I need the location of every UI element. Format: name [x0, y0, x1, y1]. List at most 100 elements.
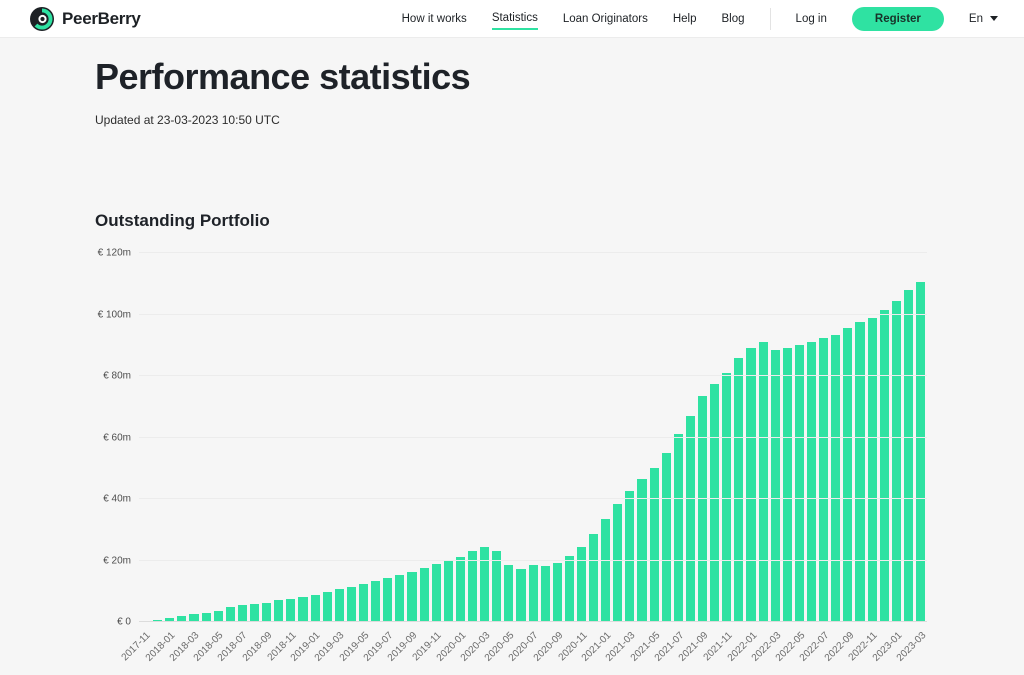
bar-2019-10: [419, 568, 429, 622]
bar-2023-02: [903, 289, 913, 622]
y-tick-label: € 80m: [103, 370, 131, 382]
bar-2020-01: [455, 557, 465, 622]
bar-2018-03: [189, 614, 199, 622]
bar-2021-08: [685, 415, 696, 622]
bar-2018-06: [225, 607, 235, 622]
bar-2020-11: [576, 546, 587, 622]
bar-2022-09: [843, 328, 853, 622]
nav-help[interactable]: Help: [672, 12, 697, 25]
gridline: [139, 621, 927, 622]
language-selector[interactable]: En: [969, 13, 998, 25]
bar-2019-11: [431, 564, 441, 622]
bar-2020-03: [480, 546, 490, 622]
brand[interactable]: PeerBerry: [30, 6, 141, 31]
bar-2022-03: [770, 349, 780, 622]
nav-divider: [769, 7, 771, 30]
bar-2019-12: [443, 560, 453, 622]
bar-2018-01: [165, 617, 175, 622]
gridline: [139, 375, 927, 376]
bar-2022-11: [867, 317, 877, 622]
bar-2021-03: [625, 491, 635, 622]
chevron-down-icon: [990, 16, 998, 21]
nav-how-it-works[interactable]: How it works: [401, 12, 467, 25]
bar-2022-08: [831, 334, 841, 622]
bar-2019-09: [407, 572, 417, 622]
content: Performance statistics Updated at 23-03-…: [0, 59, 1024, 674]
bar-2019-04: [346, 586, 356, 622]
y-tick-label: € 60m: [103, 432, 131, 443]
y-tick-label: € 20m: [103, 555, 131, 566]
y-tick-label: € 100m: [97, 309, 131, 320]
bar-2019-01: [310, 595, 320, 622]
updated-timestamp: Updated at 23-03-2023 10:50 UTC: [95, 113, 280, 127]
bar-2022-05: [794, 345, 805, 622]
bar-2018-08: [249, 603, 260, 622]
y-axis: € 0 € 20m € 40m € 60m € 80m € 100m € 120m: [95, 248, 139, 628]
bar-2021-11: [722, 372, 732, 622]
bar-2021-02: [613, 503, 623, 622]
bar-2021-01: [601, 519, 611, 622]
bar-2019-07: [383, 578, 393, 622]
bar-2020-06: [516, 569, 526, 622]
y-tick-label: € 0: [117, 616, 131, 628]
bar-2021-07: [673, 434, 683, 622]
bar-2021-04: [637, 479, 647, 622]
bar-2021-10: [710, 383, 720, 622]
bar-2021-09: [698, 396, 708, 622]
bar-2022-04: [782, 348, 792, 622]
gridline: [139, 498, 927, 499]
bar-2020-04: [492, 551, 502, 622]
bar-2022-02: [758, 342, 768, 622]
gridline: [139, 436, 927, 438]
register-button[interactable]: Register: [851, 6, 944, 31]
login-link[interactable]: Log in: [795, 12, 827, 25]
bar-2023-01: [891, 300, 901, 622]
bar-2022-07: [819, 337, 829, 622]
bar-2020-02: [467, 551, 478, 622]
bar-2022-01: [746, 348, 756, 622]
bar-2021-05: [649, 468, 659, 622]
gridline: [139, 313, 927, 315]
bar-2018-09: [262, 602, 272, 622]
bar-2019-06: [371, 581, 381, 622]
bar-2023-03: [916, 282, 926, 622]
bar-2021-12: [734, 357, 744, 622]
nav-loan-originators[interactable]: Loan Originators: [562, 12, 648, 25]
bar-2018-02: [177, 615, 187, 622]
bar-2020-10: [564, 555, 574, 622]
bar-2020-05: [504, 565, 514, 622]
top-nav: PeerBerry How it works Statistics Loan O…: [0, 0, 1024, 38]
outstanding-portfolio-chart: € 0 € 20m € 40m € 60m € 80m € 100m € 120m 2017…: [95, 248, 929, 674]
bar-2018-12: [298, 597, 308, 622]
bar-2020-08: [540, 566, 550, 622]
bar-2019-08: [395, 574, 405, 622]
bar-2022-12: [879, 309, 889, 622]
bar-2018-07: [237, 605, 247, 622]
brand-name: PeerBerry: [62, 8, 141, 28]
bar-2018-04: [201, 613, 211, 622]
bar-2020-07: [528, 564, 538, 622]
bar-2022-10: [855, 322, 865, 622]
bar-2021-06: [661, 452, 671, 622]
bar-2019-02: [322, 591, 332, 622]
y-tick-label: € 40m: [103, 493, 131, 505]
page-title: Performance statistics: [95, 56, 471, 97]
gridline: [139, 252, 927, 253]
nav-blog[interactable]: Blog: [721, 12, 745, 25]
bar-2017-12: [153, 619, 163, 622]
gridline: [139, 559, 927, 561]
y-tick-label: € 120m: [97, 247, 131, 259]
language-label: En: [968, 12, 983, 25]
nav-statistics[interactable]: Statistics: [491, 8, 538, 30]
bar-2018-10: [274, 600, 284, 622]
chart-title: Outstanding Portfolio: [95, 211, 270, 230]
main-nav: How it works Statistics Loan Originators…: [401, 6, 998, 31]
bar-2018-11: [286, 598, 296, 622]
peerberry-logo-icon: [30, 6, 54, 31]
bar-2019-05: [358, 584, 369, 622]
bar-2020-09: [552, 562, 562, 622]
bar-2018-05: [213, 611, 223, 622]
bar-2019-03: [334, 588, 344, 622]
x-axis: 2017-11 2018-01 2018-03 2018-05 2018-07 2018-…: [120, 622, 929, 674]
plot-area: [139, 252, 927, 622]
